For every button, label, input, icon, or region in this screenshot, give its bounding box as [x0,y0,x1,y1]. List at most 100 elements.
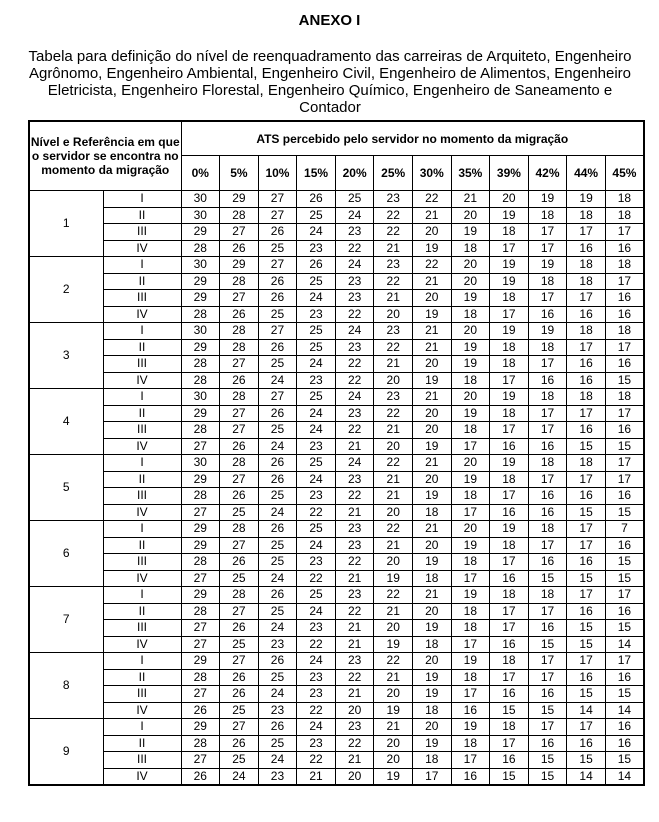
value-cell: 18 [604,388,645,406]
value-cell: 17 [566,520,606,538]
value-cell: 17 [527,652,568,670]
column-header: 44% [566,155,606,191]
value-cell: 20 [411,404,452,422]
reference-cell: III [102,751,182,769]
value-cell: 18 [604,256,645,274]
value-cell: 17 [489,305,529,323]
value-cell: 22 [373,652,413,670]
value-cell: 30 [180,322,221,340]
value-cell: 26 [219,553,259,571]
reference-cell: IV [102,701,182,719]
value-cell: 18 [489,355,529,373]
value-cell: 24 [296,404,336,422]
value-cell: 22 [334,421,375,439]
value-cell: 15 [604,685,645,703]
value-cell: 23 [334,652,375,670]
value-cell: 28 [219,322,259,340]
value-cell: 23 [296,685,336,703]
value-cell: 28 [180,305,221,323]
value-cell: 18 [566,388,606,406]
value-cell: 17 [527,421,568,439]
value-cell: 16 [489,437,529,455]
value-cell: 20 [411,289,452,307]
table-row: IV 26 25 23 22 20 19 18 16 15 15 14 14 [29,701,645,719]
value-cell: 22 [373,404,413,422]
value-cell: 25 [296,586,336,604]
value-cell: 26 [257,289,298,307]
column-header: 35% [450,155,491,191]
table-row: III 28 27 25 24 22 21 20 19 18 17 16 16 [29,355,645,373]
value-cell: 17 [604,454,645,472]
value-cell: 28 [180,239,221,257]
reference-cell: I [102,322,182,340]
value-cell: 22 [296,751,336,769]
value-cell: 26 [180,767,221,786]
value-cell: 22 [334,734,375,752]
value-cell: 20 [411,223,452,241]
value-cell: 29 [180,652,221,670]
value-cell: 19 [450,289,491,307]
reference-cell: III [102,553,182,571]
value-cell: 22 [334,553,375,571]
table-row: III 28 26 25 23 22 20 19 18 17 16 16 15 [29,553,645,571]
value-cell: 24 [257,371,298,389]
table-row: 4 I 30 28 27 25 24 23 21 20 19 18 18 18 [28,388,645,455]
value-cell: 19 [450,223,491,241]
value-cell: 29 [180,289,221,307]
value-cell: 15 [566,685,606,703]
value-cell: 29 [180,470,221,488]
value-cell: 17 [489,734,529,752]
value-cell: 19 [489,256,529,274]
table-row: II 29 27 25 24 23 21 20 19 18 17 17 16 [29,536,645,554]
column-header: 39% [489,155,529,191]
value-cell: 20 [334,767,375,786]
value-cell: 17 [566,652,606,670]
value-cell: 27 [219,223,259,241]
value-cell: 17 [566,470,606,488]
value-cell: 30 [180,206,221,224]
value-cell: 16 [527,553,568,571]
value-cell: 18 [450,553,491,571]
value-cell: 22 [334,487,375,505]
value-cell: 22 [296,635,336,653]
value-cell: 24 [334,256,375,274]
value-cell: 19 [411,239,452,257]
value-cell: 19 [373,701,413,719]
value-cell: 25 [257,421,298,439]
value-cell: 21 [373,289,413,307]
value-cell: 27 [219,289,259,307]
value-cell: 20 [411,421,452,439]
value-cell: 16 [489,503,529,521]
value-cell: 24 [296,536,336,554]
value-cell: 19 [411,371,452,389]
value-cell: 20 [411,652,452,670]
value-cell: 27 [219,652,259,670]
table-row: IV 27 25 24 22 21 20 18 17 16 16 15 15 [29,503,645,521]
value-cell: 15 [527,635,568,653]
reference-cell: II [102,272,182,290]
value-cell: 17 [604,223,645,241]
value-cell: 19 [411,685,452,703]
level-cell: 6 [28,520,104,587]
value-cell: 16 [604,718,645,736]
value-cell: 23 [334,272,375,290]
value-cell: 18 [489,718,529,736]
value-cell: 21 [296,767,336,786]
table-row: 8 I 29 27 26 24 23 22 20 19 18 17 17 17 [28,652,645,719]
value-cell: 20 [489,190,529,208]
value-cell: 25 [257,305,298,323]
value-cell: 25 [296,338,336,356]
value-cell: 17 [489,553,529,571]
value-cell: 23 [334,470,375,488]
value-cell: 24 [257,437,298,455]
value-cell: 19 [450,718,491,736]
value-cell: 18 [411,503,452,521]
value-cell: 18 [604,322,645,340]
value-cell: 18 [450,371,491,389]
value-cell: 22 [373,338,413,356]
value-cell: 21 [411,388,452,406]
value-cell: 28 [180,355,221,373]
value-cell: 15 [527,751,568,769]
value-cell: 25 [219,569,259,587]
